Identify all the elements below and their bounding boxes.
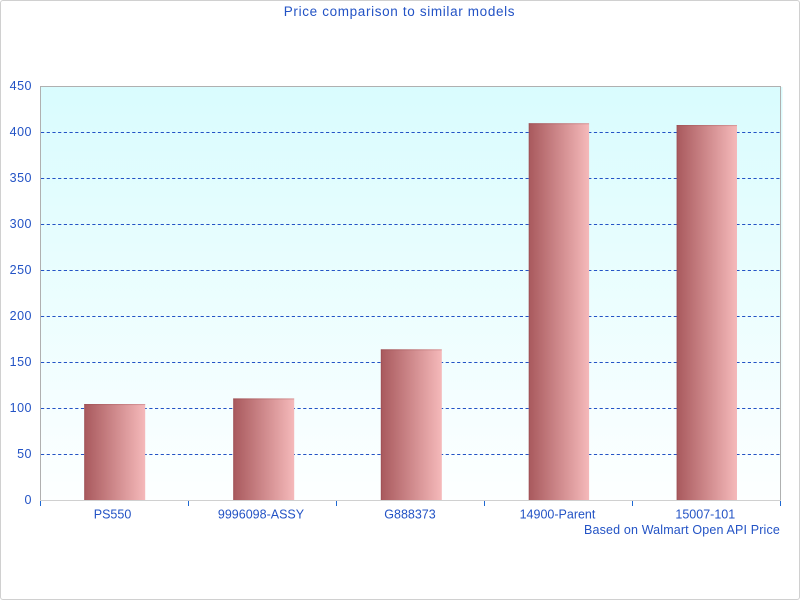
- svg-text:PS550: PS550: [94, 508, 132, 522]
- svg-text:Based on Walmart Open API Pric: Based on Walmart Open API Price: [584, 523, 780, 537]
- svg-text:250: 250: [10, 263, 32, 277]
- svg-text:400: 400: [10, 125, 32, 139]
- svg-text:100: 100: [10, 401, 32, 415]
- svg-text:200: 200: [10, 309, 32, 323]
- svg-text:0: 0: [25, 493, 32, 507]
- svg-text:450: 450: [10, 79, 32, 93]
- svg-text:14900-Parent: 14900-Parent: [520, 508, 596, 522]
- svg-text:300: 300: [10, 217, 32, 231]
- svg-text:9996098-ASSY: 9996098-ASSY: [218, 508, 305, 522]
- svg-text:150: 150: [10, 355, 32, 369]
- svg-text:G888373: G888373: [384, 508, 435, 522]
- svg-text:Price comparison to similar mo: Price comparison to similar models: [284, 4, 515, 19]
- svg-text:350: 350: [10, 171, 32, 185]
- svg-text:50: 50: [17, 447, 32, 461]
- svg-text:15007-101: 15007-101: [675, 508, 735, 522]
